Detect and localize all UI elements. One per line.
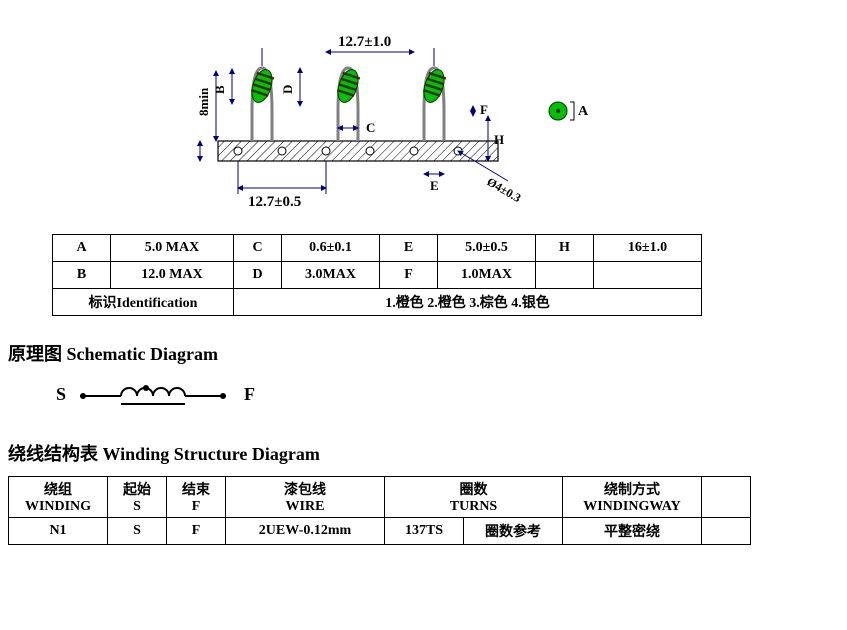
dim-F: F	[480, 102, 488, 117]
hdr-turns-cn: 圈数	[389, 479, 558, 499]
wd-turns2: 圈数参考	[464, 518, 563, 545]
cell-C-label: C	[234, 235, 282, 262]
hdr-end-cn: 结束	[171, 479, 221, 499]
hdr-turns-en: TURNS	[389, 499, 558, 515]
cell-empty1	[536, 262, 594, 289]
cell-F-val: 1.0MAX	[438, 262, 536, 289]
cell-A-val: 5.0 MAX	[111, 235, 234, 262]
dims-row-1: A 5.0 MAX C 0.6±0.1 E 5.0±0.5 H 16±1.0	[53, 235, 702, 262]
winding-heading: 绕线结构表 Winding Structure Diagram	[8, 440, 839, 466]
cell-E-val: 5.0±0.5	[438, 235, 536, 262]
cell-E-label: E	[380, 235, 438, 262]
dim-E: E	[430, 178, 439, 193]
hdr-winding-en: WINDING	[13, 499, 103, 515]
cell-C-val: 0.6±0.1	[282, 235, 380, 262]
cell-H-label: H	[536, 235, 594, 262]
dim-D: D	[280, 85, 295, 94]
schematic-diagram: S F	[56, 376, 839, 416]
hdr-wire-cn: 漆包线	[230, 479, 380, 499]
hdr-winding-cn: 绕组	[13, 479, 103, 499]
cell-B-val: 12.0 MAX	[111, 262, 234, 289]
cell-ident-label: 标识Identification	[53, 289, 234, 316]
inductor-2	[334, 67, 362, 141]
cell-A-label: A	[53, 235, 111, 262]
hdr-empty	[702, 477, 751, 518]
cell-B-label: B	[53, 262, 111, 289]
dims-row-2: B 12.0 MAX D 3.0MAX F 1.0MAX	[53, 262, 702, 289]
dim-bottom-left: 12.7±0.5	[248, 194, 301, 210]
wd-turns1: 137TS	[385, 518, 464, 545]
schematic-heading: 原理图 Schematic Diagram	[8, 340, 839, 366]
cell-D-label: D	[234, 262, 282, 289]
winding-table: 绕组 WINDING 起始 S 结束 F 漆包线 WIRE 圈数 TURNS 绕…	[8, 476, 751, 545]
wd-end: F	[167, 518, 226, 545]
hdr-way-cn: 绕制方式	[567, 479, 697, 499]
dimensions-table: A 5.0 MAX C 0.6±0.1 E 5.0±0.5 H 16±1.0 B…	[52, 234, 702, 316]
wd-wire: 2UEW-0.12mm	[226, 518, 385, 545]
inductor-3	[420, 67, 448, 141]
cell-H-val: 16±1.0	[594, 235, 702, 262]
schematic-F: F	[244, 384, 255, 404]
dim-B: B	[212, 85, 227, 94]
technical-drawing: 12.7±1.0 12.7±0.5 18±1 8min B D C E F H …	[188, 16, 839, 216]
dim-top: 12.7±1.0	[338, 34, 391, 50]
dim-8min: 8min	[196, 87, 211, 116]
wd-start: S	[108, 518, 167, 545]
inductor-1	[248, 67, 276, 141]
cell-ident-val: 1.橙色 2.橙色 3.棕色 4.银色	[234, 289, 702, 316]
schematic-S: S	[56, 384, 66, 404]
dims-row-ident: 标识Identification 1.橙色 2.橙色 3.棕色 4.银色	[53, 289, 702, 316]
hdr-start-cn: 起始	[112, 479, 162, 499]
cell-F-label: F	[380, 262, 438, 289]
drawing-svg: 12.7±1.0 12.7±0.5 18±1 8min B D C E F H …	[188, 16, 608, 216]
winding-data-row: N1 S F 2UEW-0.12mm 137TS 圈数参考 平整密绕	[9, 518, 751, 545]
dim-A: A	[578, 104, 589, 119]
hdr-wire-en: WIRE	[230, 499, 380, 515]
hdr-end-en: F	[171, 499, 221, 515]
winding-header-row: 绕组 WINDING 起始 S 结束 F 漆包线 WIRE 圈数 TURNS 绕…	[9, 477, 751, 518]
cell-empty2	[594, 262, 702, 289]
dim-C: C	[366, 120, 375, 135]
hdr-start-en: S	[112, 499, 162, 515]
dim-18pm1: 18±1	[188, 129, 191, 156]
dim-H: H	[494, 132, 504, 147]
wd-winding: N1	[9, 518, 108, 545]
hdr-way-en: WINDINGWAY	[567, 499, 697, 515]
cell-D-val: 3.0MAX	[282, 262, 380, 289]
wd-empty	[702, 518, 751, 545]
wd-way: 平整密绕	[563, 518, 702, 545]
